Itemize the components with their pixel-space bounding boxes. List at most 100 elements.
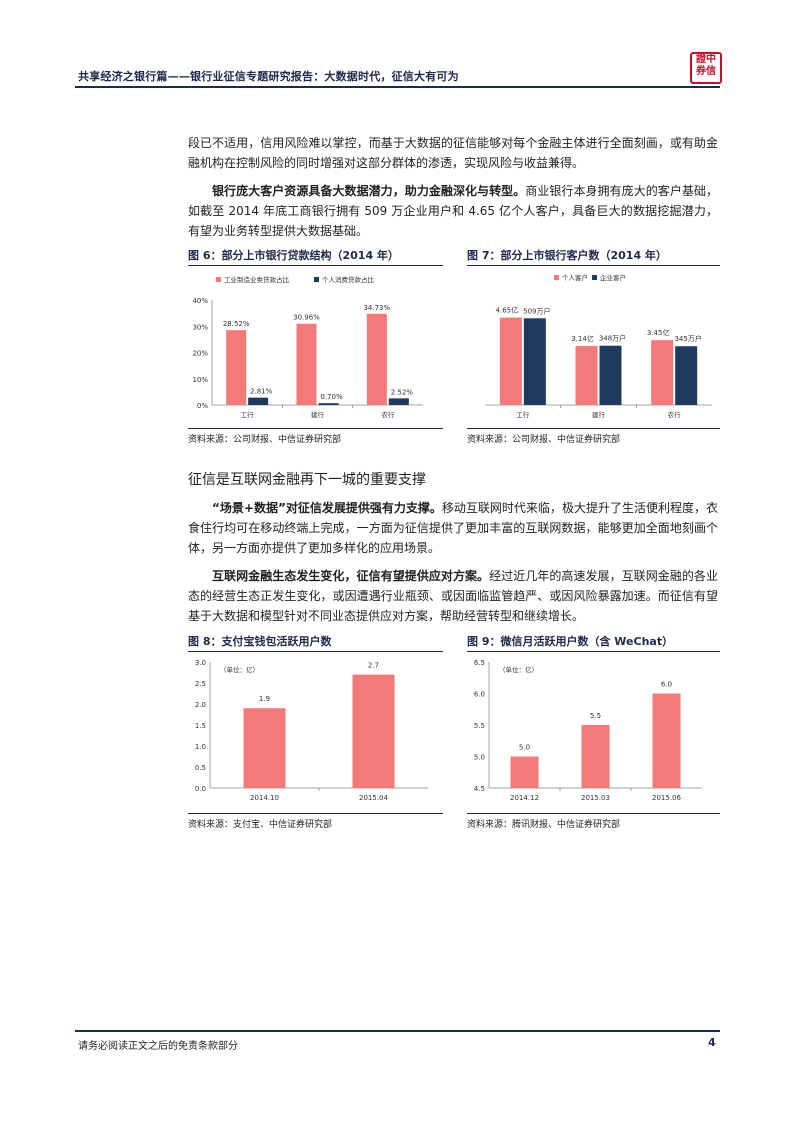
paragraph-2: 银行庞大客户资源具备大数据潜力，助力金融深化与转型。商业银行本身拥有庞大的客户基… [188, 181, 718, 241]
data-label: 1.9 [259, 695, 270, 703]
figure-6-source: 资料来源：公司财报、中信证券研究部 [188, 435, 342, 445]
figure-8-chart: （单位：亿） 0.0 0.5 1.0 1.5 2.0 2.5 3.0 2014.10 1.9 201… [195, 659, 428, 802]
x-tick-label: 2014.10 [250, 794, 279, 802]
legend-label-series-2: 个人消费贷款占比 [322, 275, 375, 284]
legend-label-series-2: 企业客户 [600, 273, 626, 282]
bar-1-3 [651, 340, 674, 405]
data-label: 3.45亿 [647, 328, 670, 337]
footer-rule [75, 1030, 720, 1032]
y-tick-label: 3.0 [195, 659, 206, 667]
paragraph-3-lead: “场景+数据”对征信发展提供强有力支撑。 [212, 501, 442, 515]
data-label: 5.5 [590, 712, 601, 720]
y-tick-label: 5.0 [474, 754, 485, 762]
data-label: 28.52% [223, 320, 250, 328]
y-tick-label: 2.0 [195, 701, 206, 709]
bar-2-1 [523, 318, 546, 405]
legend-label-series-1: 工业制造业类贷款占比 [224, 275, 290, 284]
figure-7-title: 图 7：部分上市银行客户数（2014 年） [467, 249, 667, 262]
data-label: 5.0 [519, 744, 530, 752]
figure-7-top-rule [467, 265, 720, 266]
y-tick-label: 6.0 [474, 691, 485, 699]
paragraph-4: 互联网金融生态发生变化，征信有望提供应对方案。经过近几年的高速发展，互联网金融的… [188, 566, 718, 626]
unit-note: （单位：亿） [499, 665, 538, 674]
unit-note: （单位：亿） [220, 665, 259, 674]
data-label: 30.96% [293, 314, 320, 322]
y-tick-label: 20% [192, 350, 208, 358]
legend-swatch-series-2 [314, 277, 319, 282]
x-tick-label: 2015.04 [359, 794, 388, 802]
x-tick-label: 2014.12 [510, 794, 539, 802]
bar-1-1 [226, 330, 247, 405]
bar-2 [581, 725, 610, 788]
bar-2-2 [318, 403, 339, 405]
data-label: 34.73% [363, 304, 390, 312]
data-label: 509万户 [523, 306, 550, 315]
x-tick-label: 农行 [668, 410, 682, 419]
figure-9-source: 资料来源：腾讯财报、中信证券研究部 [467, 820, 621, 830]
y-tick-label: 1.5 [195, 722, 206, 730]
x-tick-label: 工行 [516, 410, 530, 419]
page-number: 4 [708, 1036, 716, 1049]
data-label: 3.14亿 [571, 334, 594, 343]
paragraph-3: “场景+数据”对征信发展提供强有力支撑。移动互联网时代来临，极大提升了生活便利程… [188, 498, 718, 558]
footer-disclaimer: 请务必阅读正文之后的免责条款部分 [78, 1041, 238, 1052]
figure-8-bottom-rule [188, 813, 443, 814]
legend-label-series-1: 个人客户 [562, 273, 588, 282]
y-tick-label: 2.5 [195, 680, 206, 688]
header-rule [75, 86, 720, 88]
figure-6-top-rule [188, 265, 443, 266]
figure-9-bottom-rule [467, 813, 720, 814]
y-tick-label: 0.0 [195, 785, 206, 793]
x-tick-label: 2015.03 [581, 794, 610, 802]
paragraph-2-lead: 银行庞大客户资源具备大数据潜力，助力金融深化与转型。 [212, 184, 526, 198]
y-tick-label: 30% [192, 323, 208, 331]
figure-6-title: 图 6：部分上市银行贷款结构（2014 年） [188, 249, 399, 262]
section-title: 征信是互联网金融再下一城的重要支撑 [188, 472, 426, 488]
company-logo: 證中 券信 [690, 52, 722, 84]
figure-6-bottom-rule [188, 428, 443, 429]
data-label: 0.70% [320, 393, 343, 401]
data-label: 2.7 [368, 662, 379, 670]
bar-2-1 [248, 397, 269, 405]
x-tick-label: 建行 [311, 410, 325, 419]
y-tick-label: 6.5 [474, 659, 485, 667]
figure-6-chart: 工业制造业类贷款占比 个人消费贷款占比 0% 10% 20% 30% 40% 工行 28.52%… [192, 275, 423, 419]
data-label: 348万户 [599, 334, 626, 343]
figure-8-top-rule [188, 651, 443, 652]
paragraph-1: 段已不适用，信用风险难以掌控，而基于大数据的征信能够对每个金融主体进行全面刻画，… [188, 136, 718, 170]
bar-1 [510, 756, 539, 788]
x-tick-label: 建行 [592, 410, 606, 419]
x-tick-label: 农行 [381, 410, 395, 419]
x-tick-label: 2015.06 [652, 794, 681, 802]
bar-2-3 [675, 346, 698, 405]
legend-swatch-series-1 [216, 277, 221, 282]
figure-9-chart: （单位：亿） 4.5 5.0 5.5 6.0 6.5 2014.12 5.0 2015.03 5.… [474, 659, 702, 802]
data-label: 4.65亿 [496, 306, 519, 315]
paragraph-4-body: 经过近几年的高速发展，互联网金融的各业态的经营生态正发生变化，或因遭遇行业瓶颈、… [188, 569, 718, 623]
y-tick-label: 0.5 [195, 764, 206, 772]
bar-1 [243, 708, 286, 788]
bar-1-3 [366, 313, 387, 405]
bar-2-2 [599, 345, 622, 405]
y-tick-label: 0% [197, 402, 208, 410]
x-tick-label: 工行 [241, 410, 255, 419]
paragraph-4-lead: 互联网金融生态发生变化，征信有望提供应对方案。 [212, 569, 490, 583]
data-label: 2.81% [250, 388, 273, 396]
bar-1-2 [575, 345, 598, 405]
paragraph-3-body: 移动互联网时代来临，极大提升了生活便利程度，衣食住行均可在移动终端上完成，一方面… [188, 501, 718, 555]
running-header: 共享经济之银行篇——银行业征信专题研究报告：大数据时代，征信大有可为 [78, 70, 459, 83]
legend-swatch-series-2 [592, 275, 597, 280]
figure-7-source: 资料来源：公司财报、中信证券研究部 [467, 435, 621, 445]
figure-7-bottom-rule [467, 428, 720, 429]
bar-3 [652, 693, 681, 788]
figure-9-title: 图 9：微信月活跃用户数（含 WeChat） [467, 635, 674, 648]
y-tick-label: 1.0 [195, 743, 206, 751]
bar-1-1 [499, 317, 522, 405]
bar-2-3 [388, 398, 409, 405]
figure-8-source: 资料来源：支付宝、中信证券研究部 [188, 820, 333, 830]
y-tick-label: 40% [192, 297, 208, 305]
figure-8-title: 图 8：支付宝钱包活跃用户数 [188, 635, 332, 648]
y-tick-label: 10% [192, 376, 208, 384]
bar-1-2 [296, 323, 317, 405]
